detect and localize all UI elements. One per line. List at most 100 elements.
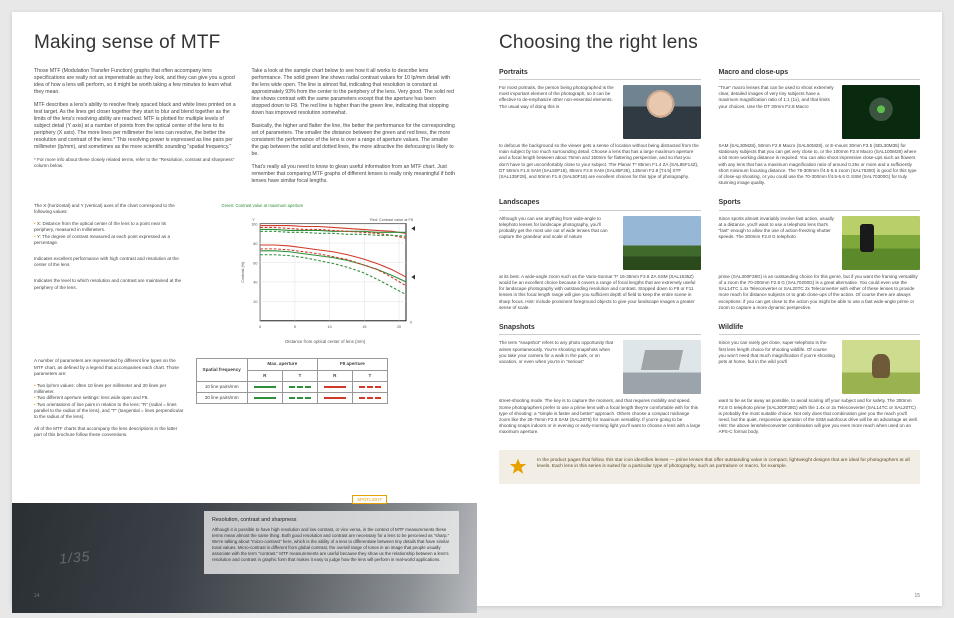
macro-b: SAM (SAL30M28), 50mm F2.8 Macro (SAL50M2… <box>719 143 921 186</box>
svg-text:40: 40 <box>254 280 258 284</box>
h-wild: Wildlife <box>719 323 921 335</box>
mtf-svg: 2040608010005101520Contrast (%)YXRed: Co… <box>235 209 415 339</box>
photo-stripe: 1/35 SPOTLIGHT Resolution, contrast and … <box>12 503 477 613</box>
spotlight-badge: SPOTLIGHT <box>352 495 387 505</box>
page-right: Choosing the right lens Portraits For mo… <box>477 12 942 606</box>
thumb-wildlife <box>842 340 920 394</box>
th-t1: T <box>282 370 317 381</box>
section-sports: Sports Since sports almost invariably in… <box>719 198 921 311</box>
svg-text:20: 20 <box>397 325 401 329</box>
legend-table: Spatial frequency Max. aperture F8 apert… <box>196 358 388 404</box>
h-macro: Macro and close-ups <box>719 68 921 80</box>
row10: 10 line pairs/mm <box>196 381 247 392</box>
svg-text:5: 5 <box>294 325 296 329</box>
svg-text:X: X <box>410 320 413 324</box>
axes-x: X: Distance from the optical center of t… <box>34 221 186 233</box>
svg-text:100: 100 <box>251 222 257 226</box>
svg-text:Contrast (%): Contrast (%) <box>241 260 245 282</box>
land-a: Although you can use anything from wide-… <box>499 216 616 270</box>
section-portraits: Portraits For most portraits, the person… <box>499 68 701 187</box>
snap-a: The term "snapshot" refers to any photo … <box>499 340 616 394</box>
th-ma: Max. aperture <box>247 359 317 370</box>
svg-text:15: 15 <box>363 325 367 329</box>
sw-g-s <box>247 381 282 392</box>
sports-b: prime (SAL300F28G) is an outstanding cho… <box>719 274 921 311</box>
chart-note1: Indicates excellent performance with hig… <box>34 256 186 268</box>
overlay-title: Resolution, contrast and sharpness <box>212 517 451 524</box>
sw-g-d2 <box>282 393 317 404</box>
p2: MTF describes a lens's ability to resolv… <box>34 102 238 151</box>
wild-a: Since you can rarely get close, super-te… <box>719 340 836 394</box>
pagenum-left: 14 <box>34 593 40 600</box>
chart-note2: Indicates the level to which resolution … <box>34 278 186 290</box>
th-r1: R <box>247 370 282 381</box>
intro-columns: Those MTF (Modulation Transfer Function)… <box>34 68 455 191</box>
snap-b: street-shooting mode. The key is to capt… <box>499 398 701 435</box>
land-b: at its best. A wide-angle zoom such as t… <box>499 274 701 311</box>
h-portraits: Portraits <box>499 68 701 80</box>
thumb-sports <box>842 216 920 270</box>
axes-desc: The X (horizontal) and Y (vertical) axes… <box>34 203 186 345</box>
p5: That's really all you need to know to gl… <box>252 164 456 185</box>
thumb-landscape <box>623 216 701 270</box>
overlay-body: Although it is possible to have high res… <box>212 527 451 563</box>
sw-r-d2 <box>352 393 387 404</box>
footnote: * For more info about these closely rela… <box>34 157 238 169</box>
star-icon <box>509 458 527 476</box>
svg-text:80: 80 <box>254 241 258 245</box>
h-sports: Sports <box>719 198 921 210</box>
th-t2: T <box>352 370 387 381</box>
p4: Basically, the higher and flatter the li… <box>252 123 456 158</box>
svg-text:Red: Contrast value at F8: Red: Contrast value at F8 <box>370 217 413 221</box>
thumb-macro <box>842 85 920 139</box>
pagenum-right: 15 <box>914 593 920 600</box>
th-f8: F8 aperture <box>317 359 387 370</box>
axes-y: Y: The degree of contrast measured at ea… <box>34 234 186 246</box>
svg-text:10: 10 <box>328 325 332 329</box>
sw-r-s2 <box>317 393 352 404</box>
callout-text: In the product pages that follow, this s… <box>537 458 910 471</box>
legend-table-wrap: Spatial frequency Max. aperture F8 apert… <box>196 358 388 444</box>
left-title: Making sense of MTF <box>34 30 455 56</box>
sw-r-d <box>352 381 387 392</box>
section-wildlife: Wildlife Since you can rarely get close,… <box>719 323 921 436</box>
portraits-a: For most portraits, the person being pho… <box>499 85 616 139</box>
th-r2: R <box>317 370 352 381</box>
sections-grid: Portraits For most portraits, the person… <box>499 68 920 436</box>
thumb-portrait <box>623 85 701 139</box>
macro-a: "True" macro lenses that can be used to … <box>719 85 836 139</box>
svg-text:60: 60 <box>254 261 258 265</box>
sw-g-d <box>282 381 317 392</box>
chart-section: The X (horizontal) and Y (vertical) axes… <box>34 203 455 345</box>
sw-r-s <box>317 381 352 392</box>
sports-a: Since sports almost invariably involve f… <box>719 216 836 270</box>
portraits-b: to defocus the background so the viewer … <box>499 143 701 180</box>
section-snapshots: Snapshots The term "snapshot" refers to … <box>499 323 701 436</box>
h-snap: Snapshots <box>499 323 701 335</box>
legend-section: A number of parameters are represented b… <box>34 358 455 444</box>
legend-b3: Two orientations of line pairs in relati… <box>34 402 186 421</box>
intro-col-2: Take a look at the sample chart below to… <box>252 68 456 191</box>
th-sf: Spatial frequency <box>196 359 247 381</box>
h-land: Landscapes <box>499 198 701 210</box>
page-left: Making sense of MTF Those MTF (Modulatio… <box>12 12 477 606</box>
sw-g-s2 <box>247 393 282 404</box>
row30: 30 line pairs/mm <box>196 393 247 404</box>
spread: Making sense of MTF Those MTF (Modulatio… <box>12 12 942 606</box>
legend-intro: A number of parameters are represented b… <box>34 358 186 377</box>
legend-tail: All of the MTF charts that accompany the… <box>34 426 186 438</box>
section-landscapes: Landscapes Although you can use anything… <box>499 198 701 311</box>
right-title: Choosing the right lens <box>499 30 920 56</box>
section-macro: Macro and close-ups "True" macro lenses … <box>719 68 921 187</box>
svg-text:Y: Y <box>253 217 256 221</box>
legend-b1: Two lp/mm values: often 10 lines per mil… <box>34 383 186 395</box>
axes-intro: The X (horizontal) and Y (vertical) axes… <box>34 203 186 215</box>
p1: Those MTF (Modulation Transfer Function)… <box>34 68 238 96</box>
wild-b: want to be as far away as possible, to a… <box>719 398 921 435</box>
thumb-snapshot <box>623 340 701 394</box>
x-axis-label: Distance from optical center of lens (mm… <box>285 339 365 345</box>
legend-desc: A number of parameters are represented b… <box>34 358 186 444</box>
svg-text:20: 20 <box>254 300 258 304</box>
intro-col-1: Those MTF (Modulation Transfer Function)… <box>34 68 238 191</box>
p3: Take a look at the sample chart below to… <box>252 68 456 117</box>
